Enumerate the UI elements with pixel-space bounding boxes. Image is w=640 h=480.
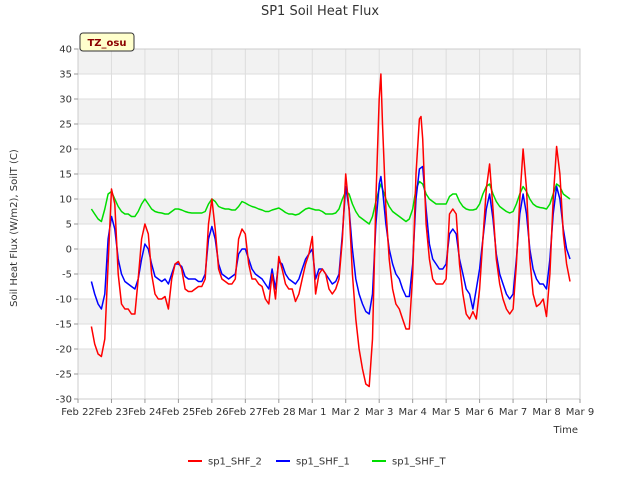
tz-badge-label: TZ_osu (87, 38, 126, 49)
y-tick-label: 10 (59, 195, 72, 206)
background-band (78, 349, 580, 374)
series-line-sp1-shf-t (90, 180, 571, 225)
legend-label: sp1_SHF_2 (208, 457, 262, 468)
chart-title: SP1 Soil Heat Flux (261, 4, 379, 19)
background-band (78, 224, 580, 249)
x-tick-label: Mar 1 (298, 407, 326, 418)
y-tick-label: -5 (62, 270, 72, 281)
x-tick-label: Feb 22 (61, 407, 95, 418)
y-tick-label: -20 (56, 345, 72, 356)
background-band (78, 99, 580, 124)
legend: sp1_SHF_2 sp1_SHF_1 sp1_SHF_T (188, 457, 447, 468)
y-axis-ticks: -30 -25 -20 -15 -10 -5 0 5 10 15 20 25 30 35 40 (56, 45, 78, 406)
y-tick-label: -30 (56, 395, 72, 406)
series-lines (90, 73, 571, 388)
background-band (78, 374, 580, 399)
background-band (78, 74, 580, 99)
x-tick-label: Feb 23 (95, 407, 129, 418)
y-tick-label: -25 (56, 370, 72, 381)
y-tick-label: 15 (59, 170, 72, 181)
x-tick-label: Mar 8 (532, 407, 560, 418)
background-band (78, 174, 580, 199)
y-tick-label: 25 (59, 120, 72, 131)
x-tick-label: Mar 5 (432, 407, 460, 418)
series-line-sp1-shf-2 (90, 73, 571, 388)
x-axis-ticks: Feb 22 Feb 23 Feb 24 Feb 25 Feb 26 Feb 27 Feb … (61, 399, 594, 418)
background-band (78, 324, 580, 349)
x-tick-label: Feb 28 (262, 407, 296, 418)
y-axis-title: Soil Heat Flux (W/m2), SoilT (C) (9, 149, 20, 307)
background-band (78, 199, 580, 224)
background-band (78, 149, 580, 174)
x-axis-title: Time (553, 425, 578, 436)
x-tick-label: Mar 7 (499, 407, 527, 418)
y-tick-label: -15 (56, 320, 72, 331)
y-tick-label: 0 (66, 245, 72, 256)
x-tick-label: Feb 27 (229, 407, 263, 418)
background-band (78, 124, 580, 149)
x-tick-label: Feb 26 (195, 407, 229, 418)
y-tick-label: 40 (59, 45, 72, 56)
background-band (78, 49, 580, 74)
x-tick-label: Mar 6 (465, 407, 493, 418)
series-line-sp1-shf-1 (90, 165, 571, 315)
y-tick-label: 5 (66, 220, 72, 231)
x-tick-label: Mar 9 (566, 407, 594, 418)
tz-badge: TZ_osu (79, 32, 135, 52)
legend-label: sp1_SHF_T (392, 457, 447, 468)
background-band (78, 299, 580, 324)
y-tick-label: 20 (59, 145, 72, 156)
legend-label: sp1_SHF_1 (296, 457, 350, 468)
x-tick-label: Mar 2 (332, 407, 360, 418)
x-tick-label: Feb 25 (162, 407, 196, 418)
x-tick-label: Feb 24 (128, 407, 162, 418)
y-tick-label: 30 (59, 95, 72, 106)
y-tick-label: -10 (56, 295, 72, 306)
y-tick-label: 35 (59, 70, 72, 81)
x-tick-label: Mar 4 (398, 407, 426, 418)
x-tick-label: Mar 3 (365, 407, 393, 418)
